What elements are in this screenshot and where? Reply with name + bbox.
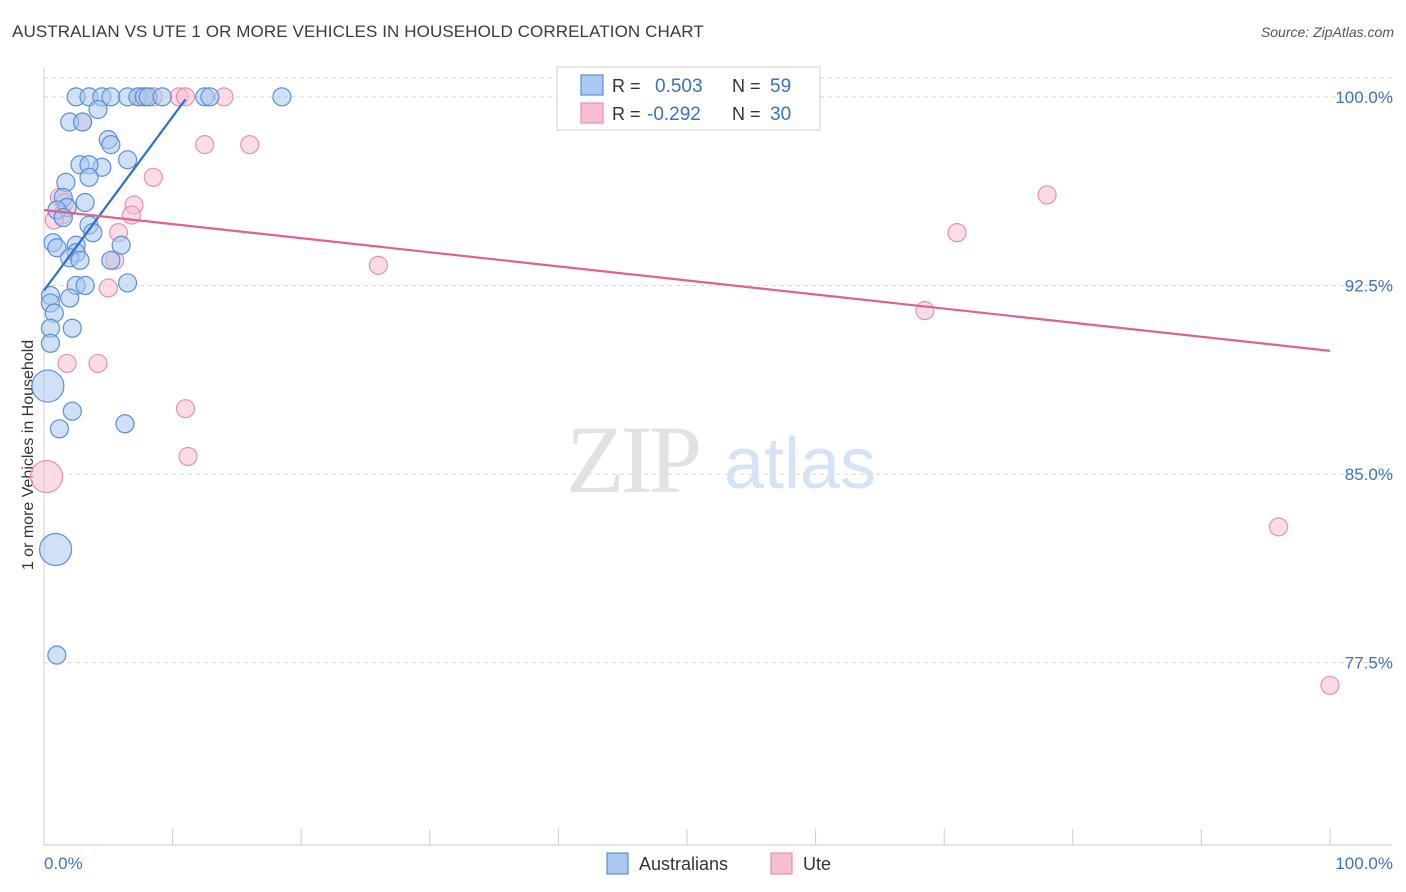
source-label: Source: ZipAtlas.com xyxy=(1260,24,1394,40)
series-ute xyxy=(29,87,1340,695)
legend-swatch-blue xyxy=(580,74,604,96)
australian-point xyxy=(75,192,95,213)
correlation-legend: R = 0.503 N = 59 R = -0.292 N = 30 xyxy=(556,66,821,131)
ute-point xyxy=(88,353,108,374)
australian-point xyxy=(88,99,108,120)
ute-point xyxy=(368,255,388,275)
legend-australians-label: Australians xyxy=(639,854,728,874)
legend-r-value-2: -0.292 xyxy=(647,104,701,125)
australian-point xyxy=(117,273,138,293)
australians-trend-line xyxy=(43,98,187,292)
ute-point xyxy=(1268,517,1289,537)
watermark-zip: ZIP xyxy=(566,406,699,513)
ute-point xyxy=(178,446,198,467)
watermark: ZIP atlas xyxy=(566,406,876,513)
australian-point xyxy=(79,167,99,187)
legend-ute-swatch xyxy=(770,852,793,875)
y-axis-title: 1 or more Vehicles in Household xyxy=(20,340,37,570)
australian-point xyxy=(47,645,67,665)
legend-n-label-1: N = xyxy=(732,76,761,96)
legend-r-label-2: R = xyxy=(612,104,641,124)
y-tick-labels: 100.0% 92.5% 85.0% 77.5% xyxy=(1335,88,1393,673)
legend-australians-swatch xyxy=(606,852,629,875)
australian-point xyxy=(62,401,82,421)
legend-n-value-2: 30 xyxy=(770,104,791,125)
chart-title: AUSTRALIAN VS UTE 1 OR MORE VEHICLES IN … xyxy=(12,22,704,41)
legend-r-label-1: R = xyxy=(612,76,641,96)
australian-point xyxy=(152,87,172,107)
australian-point xyxy=(62,318,82,338)
y-tick-label: 100.0% xyxy=(1335,88,1393,107)
ute-point xyxy=(195,135,215,155)
legend-n-value-1: 59 xyxy=(770,76,791,97)
ute-point xyxy=(57,353,77,374)
ute-point xyxy=(175,87,196,107)
y-tick-label: 77.5% xyxy=(1345,654,1393,673)
legend-r-value-1: 0.503 xyxy=(655,76,703,97)
ute-point xyxy=(1037,185,1057,205)
grid-lines xyxy=(44,77,1392,664)
ute-point xyxy=(98,278,118,298)
axes xyxy=(43,68,1392,846)
series-legend: Australians Ute xyxy=(606,852,831,875)
australian-point xyxy=(115,414,135,434)
australian-point xyxy=(72,112,93,132)
ute-trend-line xyxy=(43,208,1331,352)
legend-swatch-pink xyxy=(580,102,604,124)
x-tick-label: 100.0% xyxy=(1335,854,1393,873)
australian-point xyxy=(117,150,138,170)
ute-point xyxy=(175,399,196,419)
ute-point xyxy=(240,135,260,155)
ute-point xyxy=(143,167,163,187)
watermark-atlas: atlas xyxy=(724,424,876,504)
australian-point xyxy=(40,333,61,353)
australian-point xyxy=(200,87,220,107)
x-tick-label: 0.0% xyxy=(44,854,83,873)
australian-point xyxy=(31,369,65,403)
ute-point xyxy=(915,301,935,321)
australian-point xyxy=(38,532,73,567)
australian-point xyxy=(70,250,90,270)
australian-point xyxy=(75,275,95,296)
australian-point xyxy=(101,135,121,155)
y-tick-label: 85.0% xyxy=(1345,465,1393,484)
australian-point xyxy=(101,250,121,270)
y-tick-label: 92.5% xyxy=(1345,276,1393,295)
trend-lines xyxy=(43,98,1331,352)
australian-point xyxy=(47,238,67,258)
ute-point xyxy=(947,223,967,243)
australian-point xyxy=(49,419,70,439)
ute-point xyxy=(29,459,64,494)
legend-n-label-2: N = xyxy=(732,104,761,124)
legend-ute-label: Ute xyxy=(803,854,831,874)
australian-point xyxy=(272,87,292,107)
ute-point xyxy=(1320,675,1340,695)
x-tick-labels: 0.0% 100.0% xyxy=(44,854,1393,873)
australian-point xyxy=(111,235,131,255)
australian-point xyxy=(60,288,80,308)
